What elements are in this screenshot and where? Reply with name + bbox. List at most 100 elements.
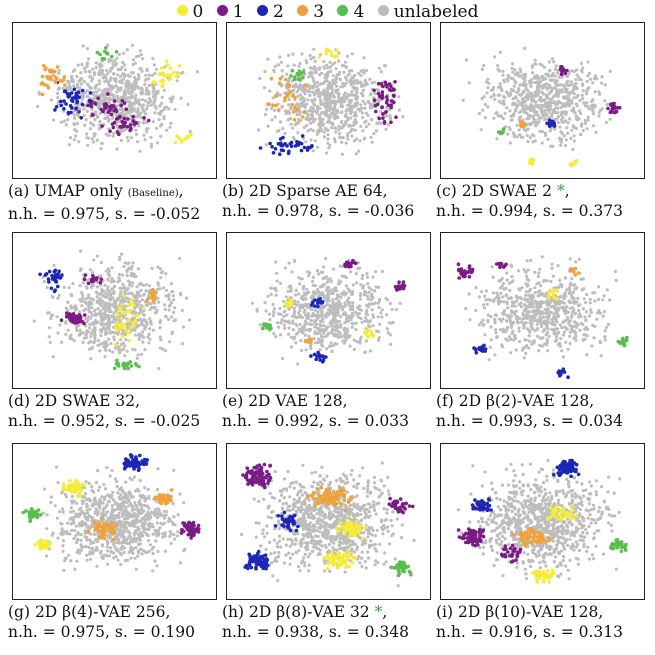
- point: [102, 57, 107, 61]
- point: [171, 95, 175, 99]
- point: [42, 63, 46, 68]
- point: [155, 141, 160, 145]
- point: [526, 140, 530, 144]
- point: [72, 84, 76, 88]
- point: [577, 75, 581, 79]
- point: [334, 312, 338, 316]
- point: [304, 140, 308, 144]
- point: [300, 115, 305, 119]
- point: [487, 358, 491, 362]
- point: [298, 309, 302, 313]
- point: [75, 85, 79, 89]
- point: [506, 296, 511, 300]
- point: [515, 123, 519, 127]
- point: [303, 84, 308, 88]
- point: [134, 311, 138, 315]
- point: [167, 308, 171, 312]
- point: [75, 74, 79, 79]
- point: [295, 140, 299, 144]
- point: [111, 65, 115, 69]
- point: [546, 330, 550, 335]
- point: [99, 309, 103, 313]
- point: [97, 127, 101, 131]
- point: [80, 299, 84, 303]
- point: [134, 81, 138, 85]
- point: [304, 59, 308, 63]
- point: [530, 81, 534, 85]
- point: [494, 111, 498, 116]
- point: [527, 105, 531, 109]
- cluster-c-0-label-unlabeled: [461, 46, 612, 151]
- point: [168, 76, 173, 81]
- point: [310, 98, 314, 102]
- point: [593, 105, 597, 109]
- point: [273, 115, 277, 119]
- point: [117, 348, 121, 352]
- point: [159, 71, 164, 76]
- point: [546, 308, 550, 312]
- point: [323, 335, 327, 339]
- point: [586, 60, 590, 64]
- point: [482, 306, 486, 310]
- point: [344, 109, 348, 113]
- point: [135, 55, 139, 59]
- point: [123, 93, 127, 97]
- point: [66, 118, 70, 122]
- point: [72, 116, 76, 120]
- point: [318, 285, 322, 289]
- point: [137, 120, 141, 125]
- point: [363, 136, 367, 140]
- point: [83, 313, 87, 317]
- cluster-f-4-label-2: [556, 367, 570, 379]
- point: [551, 71, 555, 75]
- point: [598, 92, 602, 96]
- point: [309, 66, 313, 70]
- point: [364, 111, 368, 115]
- point: [287, 326, 291, 330]
- point: [486, 105, 490, 109]
- point: [569, 327, 574, 331]
- point: [312, 119, 316, 123]
- point: [294, 293, 298, 297]
- point: [332, 267, 336, 271]
- point: [597, 110, 601, 114]
- point: [480, 97, 484, 101]
- point: [498, 286, 503, 290]
- point: [119, 86, 123, 90]
- point: [151, 328, 155, 332]
- point: [509, 296, 513, 300]
- point: [101, 326, 106, 330]
- point: [136, 140, 140, 144]
- point: [100, 100, 104, 104]
- point: [278, 76, 283, 81]
- point: [570, 101, 574, 105]
- point: [354, 152, 358, 156]
- point: [363, 78, 367, 82]
- point: [122, 364, 126, 368]
- point: [550, 289, 554, 294]
- point: [47, 326, 52, 330]
- point: [53, 268, 58, 273]
- point: [50, 277, 55, 281]
- point: [97, 82, 101, 86]
- point: [602, 294, 606, 298]
- point: [65, 85, 69, 89]
- point: [91, 113, 95, 117]
- point: [305, 316, 309, 320]
- point: [524, 87, 528, 91]
- point: [285, 313, 289, 317]
- point: [287, 79, 291, 83]
- point: [600, 75, 604, 79]
- point: [267, 327, 272, 332]
- point: [47, 280, 51, 284]
- point: [319, 291, 323, 296]
- point: [50, 273, 54, 278]
- point: [526, 122, 530, 126]
- point: [557, 314, 561, 318]
- point: [91, 271, 95, 275]
- point: [344, 284, 348, 288]
- caption-metrics-c: n.h. = 0.994, s. = 0.373: [436, 202, 623, 220]
- point: [371, 324, 375, 328]
- point: [358, 297, 363, 301]
- legend-label-4: 4: [353, 2, 365, 22]
